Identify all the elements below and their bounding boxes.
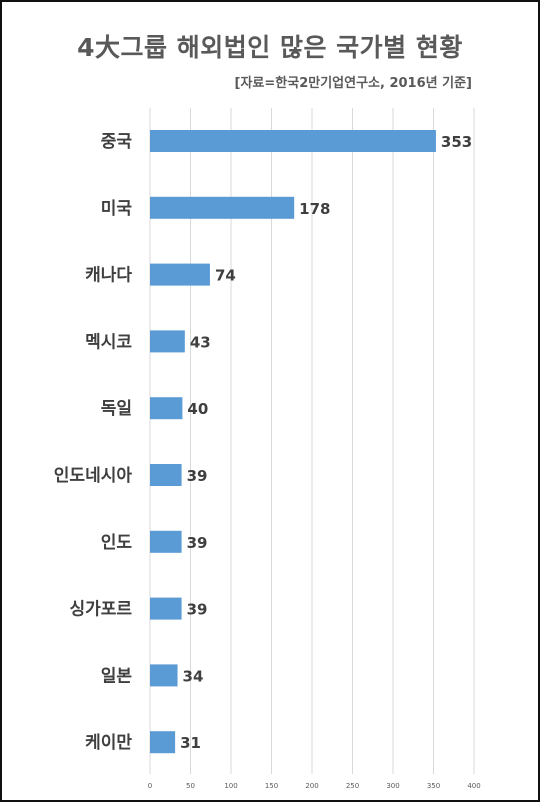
category-label: 캐나다 [85,266,132,286]
category-label: 미국 [101,199,133,219]
bar [150,330,185,353]
bar [150,397,183,420]
x-tick-label: 150 [265,782,278,790]
x-tick-label: 200 [305,782,318,790]
data-label: 31 [180,734,201,752]
bar [150,530,182,553]
data-label: 34 [183,667,204,685]
data-label: 39 [187,534,208,552]
chart-source-note: [자료=한국2만기업연구소, 2016년 기준] [234,76,472,91]
x-tick-label: 350 [427,782,440,790]
data-label: 39 [187,467,208,485]
bar [150,731,176,754]
data-label: 40 [187,400,208,418]
x-tick-label: 50 [186,782,195,790]
x-tick-label: 100 [224,782,237,790]
bar [150,263,210,286]
bar [150,130,436,152]
bar [150,196,295,219]
category-label: 멕시코 [85,332,132,352]
x-tick-label: 400 [467,782,480,790]
category-label: 인도 [101,533,133,553]
bar [150,464,182,486]
category-label: 케이만 [85,733,132,753]
category-label: 중국 [101,132,133,152]
x-tick-label: 250 [346,782,359,790]
data-label: 74 [215,267,236,285]
data-label: 353 [441,133,472,151]
data-label: 178 [299,200,330,218]
data-label: 39 [187,601,208,619]
category-label: 독일 [101,399,132,419]
chart-title: 4大그룹 해외법인 많은 국가별 현황 [77,33,463,62]
category-label: 인도네시아 [54,466,133,486]
bar [150,664,178,687]
x-tick-label: 300 [386,782,399,790]
category-label: 싱가포르 [69,600,132,620]
data-label: 43 [190,333,211,351]
bar [150,597,182,620]
x-tick-label: 0 [148,782,152,790]
category-label: 일본 [101,666,133,686]
